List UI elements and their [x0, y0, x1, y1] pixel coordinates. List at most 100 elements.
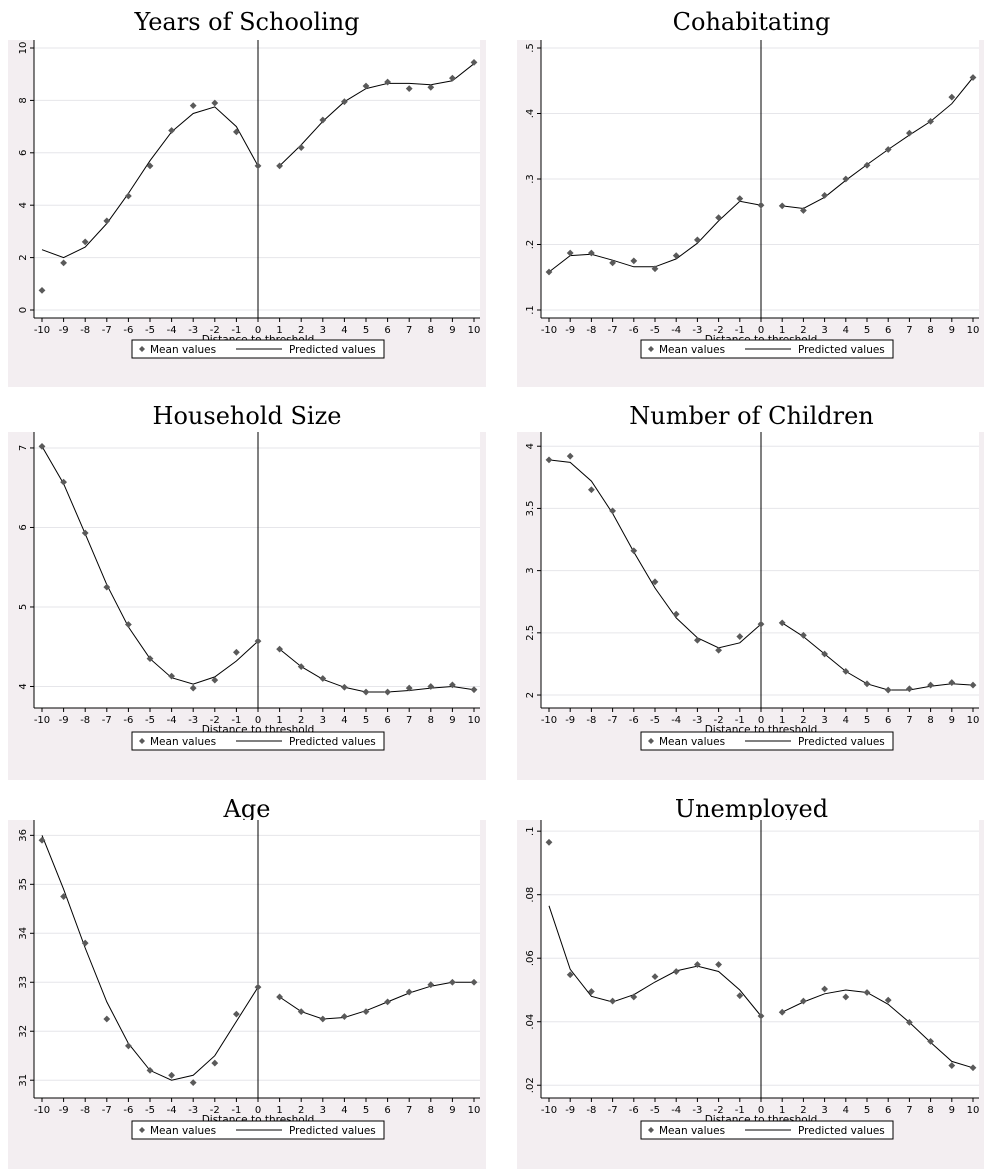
mean-point — [715, 214, 722, 222]
mean-point — [800, 631, 807, 639]
x-tick-label: 3 — [821, 1105, 827, 1116]
y-tick-label: 32 — [18, 1025, 29, 1038]
x-tick-label: -6 — [629, 325, 639, 336]
mean-point — [927, 117, 934, 125]
x-tick-label: 2 — [800, 715, 806, 726]
x-tick-label: 10 — [967, 1105, 980, 1116]
mean-point — [319, 675, 327, 682]
chart-title: Unemployed — [674, 795, 829, 823]
x-tick-label: -2 — [210, 325, 220, 336]
x-tick-label: -6 — [123, 1105, 133, 1116]
y-tick-label: .2 — [525, 240, 536, 250]
y-tick-label: 10 — [18, 42, 29, 55]
x-tick-label: -5 — [145, 1105, 155, 1116]
mean-point — [427, 683, 435, 690]
x-tick-label: -3 — [188, 1105, 198, 1116]
x-tick-label: 3 — [320, 1105, 326, 1116]
x-tick-label: 2 — [800, 325, 806, 336]
x-tick-label: 6 — [384, 1105, 390, 1116]
y-tick-label: .04 — [525, 1014, 536, 1030]
x-tick-label: 2 — [298, 325, 304, 336]
x-tick-label: 7 — [906, 325, 912, 336]
mean-point — [60, 259, 67, 267]
x-tick-label: 4 — [341, 715, 347, 726]
mean-point — [906, 685, 913, 693]
x-tick-label: -5 — [145, 325, 155, 336]
mean-point — [341, 683, 348, 691]
x-tick-label: -1 — [735, 1105, 745, 1116]
plot-area — [34, 40, 480, 318]
chart-title: Years of Schooling — [134, 8, 360, 36]
x-tick-label: 9 — [449, 325, 455, 336]
x-tick-label: -2 — [714, 325, 724, 336]
mean-point — [319, 116, 327, 124]
mean-point — [449, 978, 456, 986]
mean-point — [146, 162, 154, 170]
legend: Mean values Predicted values — [640, 1120, 894, 1140]
panel-household-size: Household Size 4 5 6 7 -10 -9 -8 -7 -6 -5 -4 -3 -2 -1… — [8, 392, 486, 780]
y-tick-label: .1 — [525, 826, 536, 836]
mean-point — [609, 507, 616, 515]
mean-point — [821, 985, 828, 993]
mean-point — [362, 688, 370, 696]
x-tick-label: -9 — [565, 715, 575, 726]
mean-point — [566, 249, 574, 257]
mean-point — [630, 257, 638, 265]
y-tick-label: .5 — [525, 43, 536, 53]
x-tick-label: -7 — [102, 325, 112, 336]
mean-point — [254, 637, 262, 645]
legend: Mean values Predicted values — [131, 1120, 385, 1140]
mean-point — [125, 621, 132, 628]
x-tick-label: -2 — [714, 1105, 724, 1116]
plot-area — [541, 820, 979, 1098]
x-tick-label: -9 — [59, 325, 69, 336]
mean-point — [566, 971, 574, 979]
mean-point — [341, 1013, 348, 1020]
mean-point — [38, 836, 46, 844]
x-tick-label: -9 — [565, 325, 575, 336]
mean-point — [233, 128, 240, 136]
x-tick-label: 8 — [428, 715, 434, 726]
x-tick-label: -9 — [59, 715, 69, 726]
mean-point — [842, 175, 850, 183]
x-tick-label: 6 — [885, 325, 891, 336]
mean-point — [778, 1008, 786, 1016]
x-tick-label: 7 — [406, 715, 412, 726]
panel-number-of-children: Number of Children 2 2.5 3 3.5 4 -10 -9 -8 -7 -6-… — [517, 392, 984, 780]
legend-label-mean: Mean values — [150, 344, 216, 356]
mean-point — [341, 98, 348, 106]
x-tick-label: 8 — [927, 1105, 933, 1116]
mean-point — [276, 645, 283, 653]
mean-point — [969, 74, 977, 81]
mean-point — [81, 529, 89, 537]
panel-cohabitating: Cohabitating .1.2.3.4.5 -10 -9 -8 -7 -6 -5 -4 -3… — [517, 0, 984, 387]
y-tick-label: 6 — [18, 524, 29, 530]
x-tick-label: 8 — [428, 1105, 434, 1116]
x-tick-label: 2 — [298, 1105, 304, 1116]
legend-label-predicted: Predicted values — [798, 1125, 885, 1137]
legend-label-predicted: Predicted values — [289, 344, 376, 356]
mean-point — [470, 59, 478, 66]
x-tick-label: 3 — [320, 325, 326, 336]
mean-point — [38, 442, 46, 450]
x-tick-label: -4 — [167, 325, 177, 336]
mean-point — [449, 681, 456, 689]
x-tick-label: -1 — [231, 1105, 241, 1116]
x-tick-label: -4 — [167, 1105, 177, 1116]
x-tick-label: 0 — [758, 325, 764, 336]
y-tick-label: 34 — [18, 927, 29, 940]
predicted-line — [548, 459, 762, 649]
x-tick-label: -8 — [586, 1105, 596, 1116]
x-tick-label: -5 — [650, 1105, 660, 1116]
mean-point — [842, 667, 850, 675]
legend: Mean values Predicted values — [131, 731, 385, 751]
mean-point — [736, 195, 744, 203]
x-tick-label: -4 — [167, 715, 177, 726]
x-tick-label: 10 — [468, 715, 481, 726]
x-tick-label: -1 — [735, 715, 745, 726]
mean-point — [651, 973, 659, 981]
legend-marker-icon — [648, 1127, 654, 1133]
x-tick-label: -5 — [650, 715, 660, 726]
y-tick-label: 3.5 — [525, 500, 536, 516]
